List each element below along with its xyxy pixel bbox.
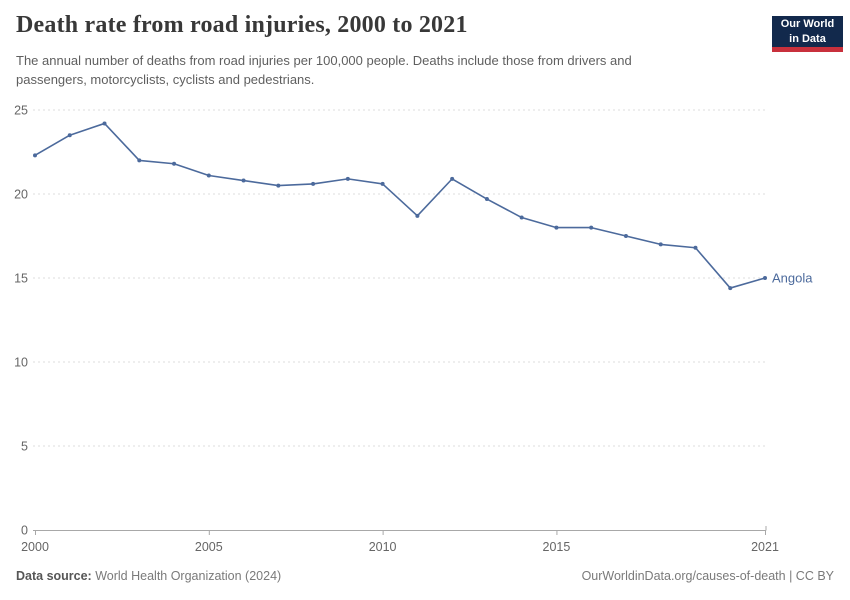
- y-tick-label: 0: [21, 524, 28, 538]
- data-point[interactable]: [206, 173, 211, 178]
- chart-footer: Data source: World Health Organization (…: [16, 569, 834, 583]
- data-point[interactable]: [450, 176, 455, 181]
- data-point[interactable]: [763, 276, 767, 280]
- data-point[interactable]: [67, 133, 72, 138]
- data-point[interactable]: [693, 245, 698, 250]
- x-tick-label: 2021: [751, 540, 779, 554]
- owid-logo[interactable]: Our World in Data: [772, 16, 843, 52]
- data-point[interactable]: [102, 121, 107, 126]
- credit-link[interactable]: OurWorldinData.org/causes-of-death | CC …: [581, 569, 834, 583]
- data-point[interactable]: [554, 225, 559, 230]
- data-source-value: World Health Organization (2024): [95, 569, 282, 583]
- data-point[interactable]: [728, 286, 733, 291]
- entity-label[interactable]: Angola: [772, 271, 813, 286]
- angola-line-series[interactable]: [34, 122, 766, 289]
- data-source-note: Data source: World Health Organization (…: [16, 569, 281, 583]
- y-tick-label: 5: [21, 440, 28, 454]
- owid-logo-line2: in Data: [789, 32, 826, 45]
- x-tick-label: 2000: [21, 540, 49, 554]
- data-point[interactable]: [484, 197, 489, 202]
- owid-logo-line1: Our World: [780, 18, 835, 31]
- data-point[interactable]: [658, 242, 663, 247]
- y-tick-label: 10: [14, 356, 28, 370]
- x-tick-label: 2005: [195, 540, 223, 554]
- data-source-label: Data source:: [16, 569, 92, 583]
- x-tick-label: 2010: [369, 540, 397, 554]
- data-point[interactable]: [415, 213, 420, 218]
- data-point[interactable]: [33, 153, 37, 158]
- x-tick-label: 2015: [543, 540, 571, 554]
- data-point[interactable]: [137, 158, 142, 163]
- data-point[interactable]: [276, 183, 281, 188]
- data-point[interactable]: [172, 161, 177, 166]
- data-point[interactable]: [241, 178, 246, 183]
- data-point[interactable]: [519, 215, 524, 220]
- chart-title: Death rate from road injuries, 2000 to 2…: [16, 12, 468, 38]
- data-point[interactable]: [589, 225, 594, 230]
- y-tick-label: 25: [14, 104, 28, 118]
- y-tick-label: 15: [14, 272, 28, 286]
- y-tick-label: 20: [14, 188, 28, 202]
- chart-subtitle: The annual number of deaths from road in…: [16, 53, 632, 87]
- data-point[interactable]: [623, 234, 628, 238]
- data-point[interactable]: [380, 181, 385, 186]
- data-point[interactable]: [311, 181, 316, 186]
- data-point[interactable]: [345, 176, 350, 181]
